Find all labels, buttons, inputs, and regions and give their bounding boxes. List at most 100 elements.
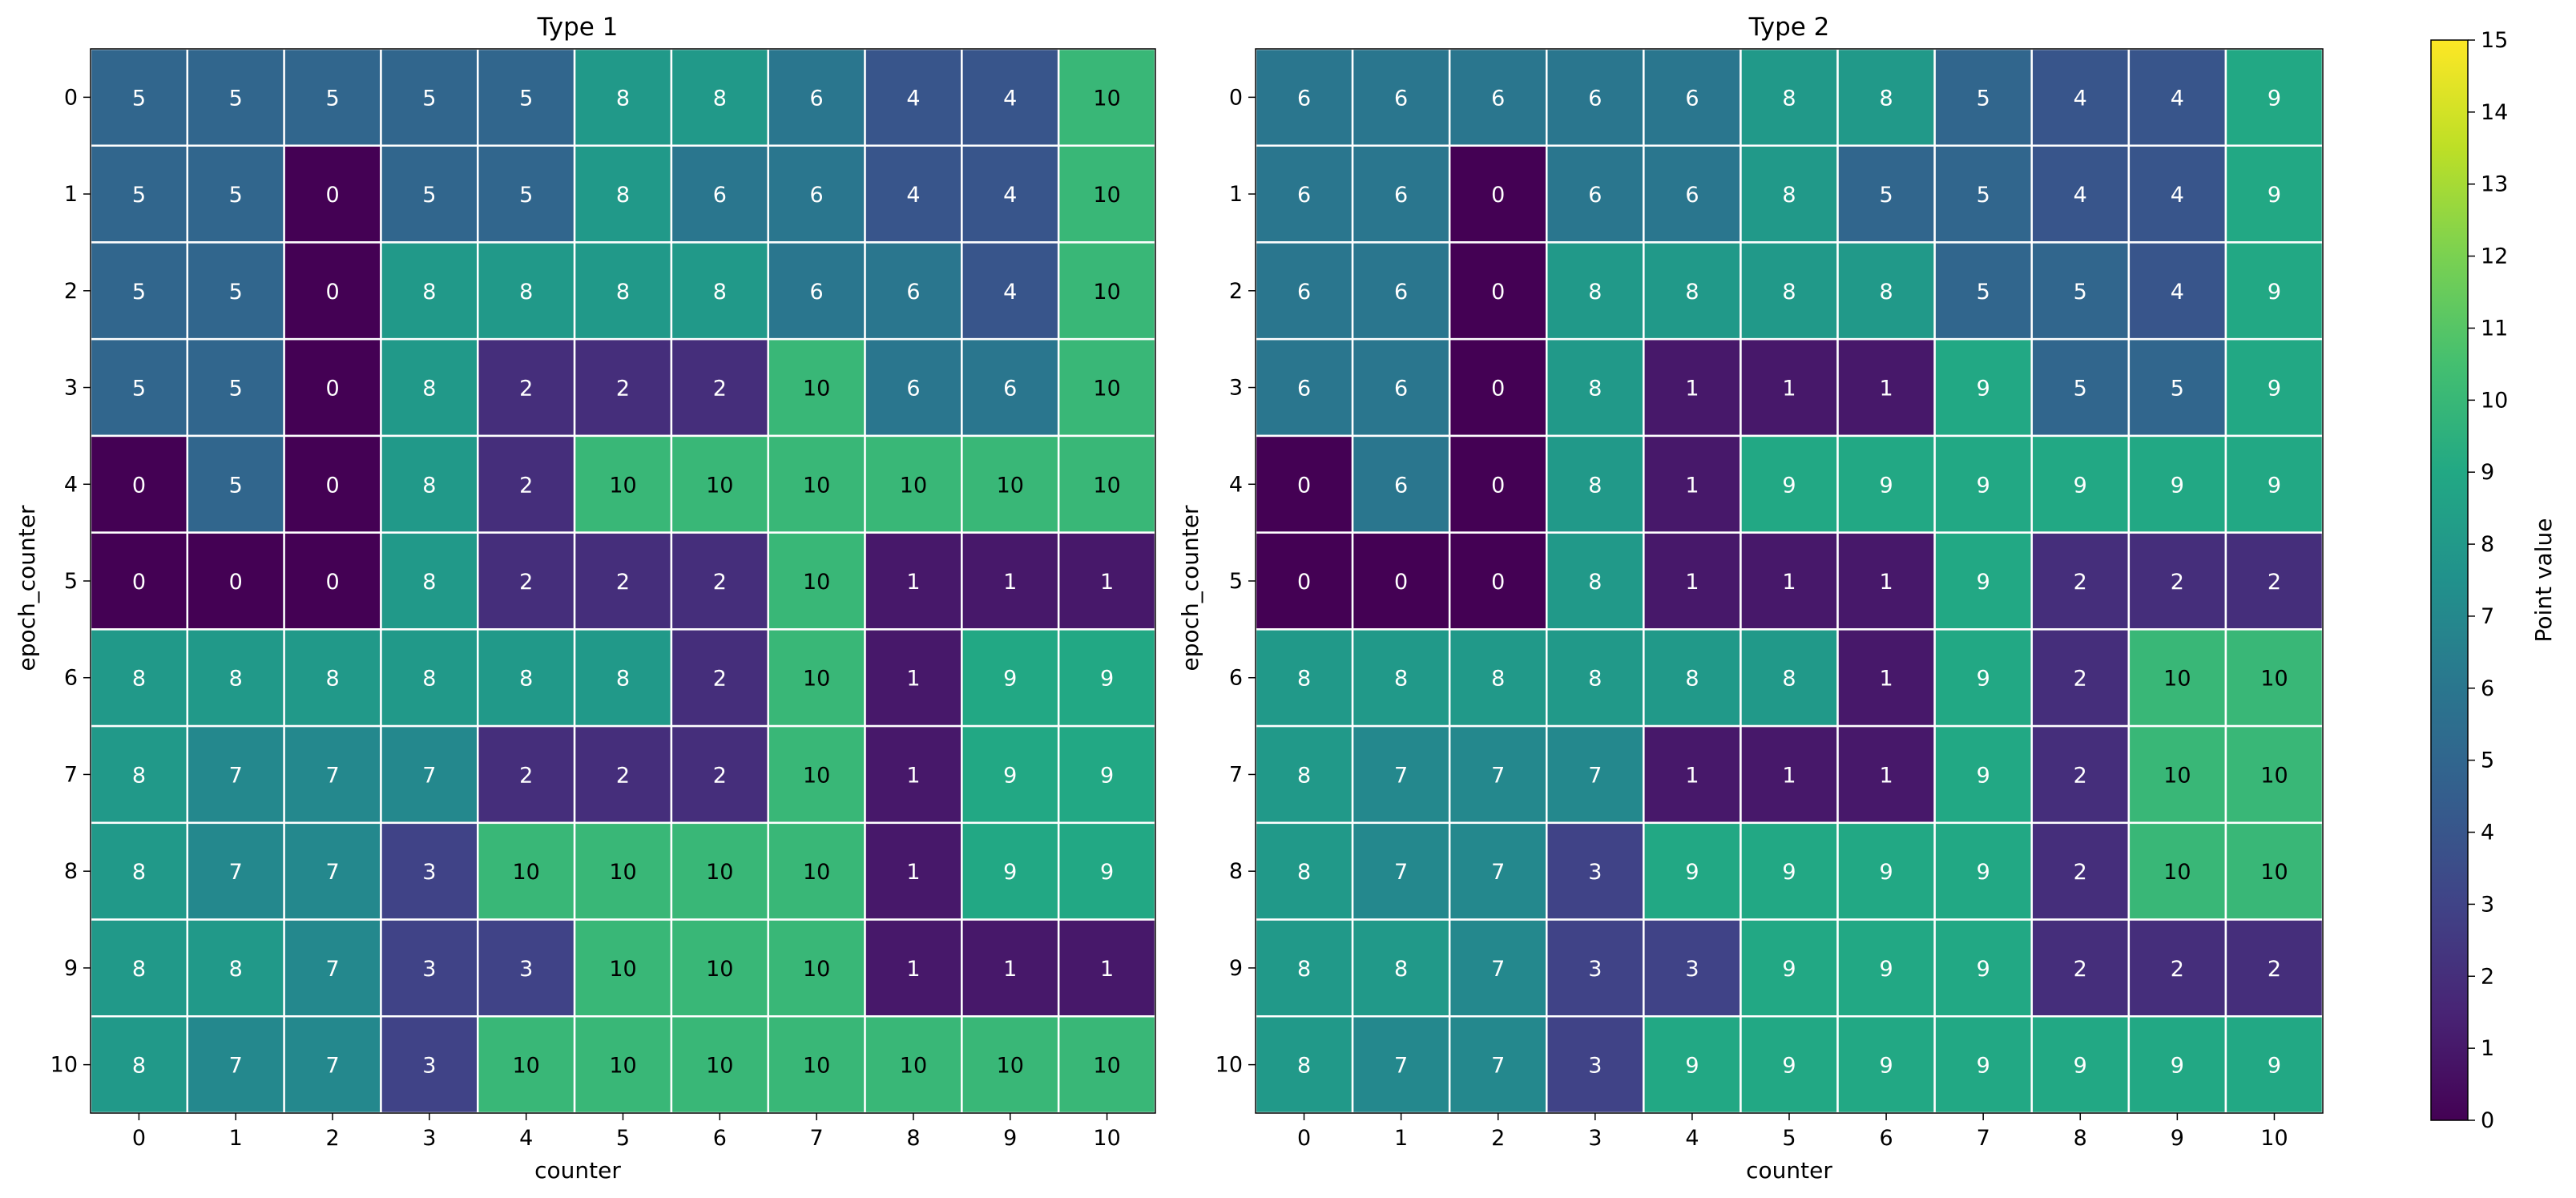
cell-value-label: 2 — [713, 667, 727, 692]
cell-value-label: 4 — [1003, 86, 1017, 111]
heatmap-cell — [477, 724, 576, 825]
heatmap-cell — [864, 144, 963, 244]
heatmap-cell — [767, 47, 866, 147]
x-tick-label: 8 — [906, 1126, 920, 1151]
cell-value-label: 3 — [422, 1054, 436, 1079]
colorbar-tick-label: 2 — [2481, 964, 2494, 989]
cell-value-label: 5 — [229, 86, 243, 111]
cell-value-label: 8 — [616, 280, 630, 305]
cell-value-label: 6 — [1394, 473, 1408, 498]
heatmap-cell — [89, 47, 189, 147]
cell-value-label: 8 — [1588, 667, 1602, 692]
heatmap-cell — [1933, 47, 2033, 147]
heatmap-cell — [1546, 241, 1645, 341]
cell-value-label: 9 — [2171, 1054, 2184, 1079]
heatmap-cell — [283, 1015, 382, 1115]
cell-value-label: 1 — [1879, 570, 1893, 595]
x-tick-label: 5 — [1782, 1126, 1796, 1151]
cell-value-label: 3 — [422, 957, 436, 982]
cell-value-label: 2 — [519, 473, 533, 498]
cell-value-label: 9 — [1782, 860, 1796, 885]
cell-value-label: 9 — [1100, 667, 1114, 692]
cell-value-label: 8 — [422, 570, 436, 595]
cell-value-label: 10 — [997, 473, 1024, 498]
heatmap-cell — [864, 434, 963, 534]
heatmap-cell — [767, 821, 866, 921]
cell-value-label: 9 — [2268, 183, 2281, 208]
cell-value-label: 10 — [513, 860, 540, 885]
cell-value-label: 8 — [1782, 86, 1796, 111]
cell-value-label: 1 — [1782, 570, 1796, 595]
cell-value-label: 7 — [1394, 1054, 1408, 1079]
cell-value-label: 8 — [1879, 280, 1893, 305]
heatmap-type-1: Type 1 5 5 5 5 5 8 8 6 4 4 105 5 0 5 5 8 6 6 4 4 105 5 0 8 8 8 8 6 6… — [14, 13, 1157, 1184]
heatmap-cell — [477, 918, 576, 1018]
cell-value-label: 5 — [132, 183, 146, 208]
heatmap-cell — [1057, 918, 1157, 1018]
heatmap-cell — [1933, 337, 2033, 438]
colorbar-tick-label: 7 — [2481, 604, 2494, 629]
cell-value-label: 8 — [519, 667, 533, 692]
colorbar-label: Point value — [2530, 518, 2557, 643]
cell-value-label: 9 — [1977, 667, 1990, 692]
colorbar-tick-label: 15 — [2481, 28, 2508, 53]
cell-value-label: 7 — [1491, 763, 1505, 788]
cell-value-label: 2 — [519, 570, 533, 595]
heatmap-cell — [2127, 821, 2227, 921]
x-tick-label: 6 — [713, 1126, 727, 1151]
cell-value-label: 5 — [1977, 280, 1990, 305]
cell-value-label: 6 — [1685, 86, 1699, 111]
cell-value-label: 6 — [810, 86, 824, 111]
x-ticks: 0 1 2 3 4 5 6 7 8 9 10 — [132, 1113, 1121, 1151]
x-axis-label: counter — [1746, 1157, 1832, 1184]
cell-value-label: 9 — [1003, 763, 1017, 788]
cell-value-label: 8 — [132, 957, 146, 982]
cell-value-label: 6 — [1297, 377, 1311, 401]
x-tick-label: 1 — [229, 1126, 243, 1151]
heatmap-cell — [670, 337, 769, 438]
cell-value-label: 6 — [1394, 86, 1408, 111]
cell-value-label: 0 — [1491, 183, 1505, 208]
cell-value-label: 2 — [616, 763, 630, 788]
cell-value-label: 5 — [1977, 183, 1990, 208]
colorbar-tick-label: 11 — [2481, 316, 2508, 341]
cell-value-label: 8 — [616, 667, 630, 692]
heatmap-cell — [961, 47, 1060, 147]
cell-value-label: 9 — [2268, 473, 2281, 498]
cell-value-label: 8 — [325, 667, 339, 692]
cell-value-label: 10 — [706, 1054, 733, 1079]
cell-value-label: 4 — [906, 86, 920, 111]
heatmap-cell — [670, 144, 769, 244]
heatmap-cell — [1057, 144, 1157, 244]
heatmap-cell — [1836, 241, 1936, 341]
cell-value-label: 4 — [2074, 86, 2087, 111]
cell-value-label: 8 — [1297, 1054, 1311, 1079]
heatmap-cell — [1254, 531, 1354, 631]
heatmap-cell — [864, 337, 963, 438]
cell-value-label: 5 — [519, 86, 533, 111]
cell-value-label: 10 — [900, 473, 927, 498]
cell-value-label: 0 — [1394, 570, 1408, 595]
heatmap-cell — [670, 821, 769, 921]
heatmap-cell — [1836, 47, 1936, 147]
y-tick-label: 2 — [1229, 279, 1243, 304]
cell-value-label: 0 — [1297, 473, 1311, 498]
heatmap-cell — [380, 918, 479, 1018]
y-tick-label: 6 — [1229, 666, 1243, 691]
cell-value-label: 1 — [906, 860, 920, 885]
cell-value-label: 7 — [1394, 860, 1408, 885]
cell-value-label: 5 — [1879, 183, 1893, 208]
heatmap-cell — [1351, 241, 1451, 341]
cell-value-label: 10 — [803, 570, 830, 595]
cell-value-label: 1 — [1003, 957, 1017, 982]
cell-value-label: 1 — [1782, 763, 1796, 788]
cell-value-label: 8 — [1782, 280, 1796, 305]
cell-value-label: 6 — [1491, 86, 1505, 111]
cell-value-label: 0 — [229, 570, 243, 595]
cell-value-label: 3 — [1588, 1054, 1602, 1079]
heatmap-cell — [573, 628, 673, 728]
x-tick-label: 10 — [2260, 1126, 2288, 1151]
heatmap-cell — [1836, 434, 1936, 534]
cell-value-label: 1 — [1685, 377, 1699, 401]
